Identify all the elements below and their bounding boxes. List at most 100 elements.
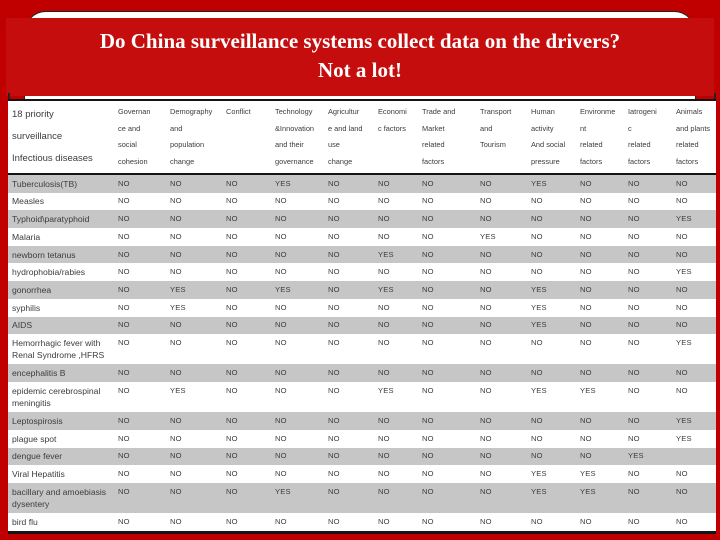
cell-value: NO [580,451,592,461]
driver-column-header: Economi c factors [378,99,422,175]
cell-value: NO [676,516,688,526]
cell-value: NO [226,469,238,479]
table-row: AIDS NO NO NO NO NO NO NO NO YES NO NO NO [8,316,716,335]
driver-column-header: Demography and population change [170,99,226,175]
cell-value: NO [328,178,340,188]
table-row: encephalitis B NO NO NO NO NO NO NO NO NO NO NO NO [8,364,716,383]
cell-value: NO [170,249,182,259]
cell-value: NO [676,385,688,395]
cell-value: NO [275,196,287,206]
cell-value: NO [422,516,434,526]
cell-value: YES [676,433,692,443]
cell-value: NO [480,249,492,259]
cell-value: NO [275,469,287,479]
cell-value: NO [676,486,688,496]
cell-value: NO [328,385,340,395]
cell-value: NO [580,433,592,443]
cell-value: NO [226,433,238,443]
cell-value: NO [676,178,688,188]
cell-value: NO [480,486,492,496]
cell-value: NO [170,231,182,241]
cell-value: YES [275,284,291,294]
driver-column-header: Technology &Innovation and their governa… [275,99,328,175]
cell-value: YES [580,469,596,479]
cell-value: NO [531,368,543,378]
cell-value: NO [118,416,130,426]
disease-name: dengue fever [12,451,63,462]
cell-value: NO [422,249,434,259]
cell-value: NO [628,469,640,479]
cell-value: NO [328,368,340,378]
cell-value: NO [118,231,130,241]
cell-value: YES [378,249,394,259]
cell-value: NO [480,302,492,312]
cell-value: NO [531,451,543,461]
cell-value: NO [226,196,238,206]
cell-value: NO [328,469,340,479]
cell-value: NO [275,368,287,378]
cell-value: NO [226,451,238,461]
disease-name: newborn tetanus [12,249,76,260]
driver-column-header: Conflict [226,99,275,175]
cell-value: YES [531,178,547,188]
cell-value: NO [531,196,543,206]
cell-value: NO [275,231,287,241]
cell-value: NO [275,320,287,330]
table-row: Hemorrhagic fever with Renal Syndrome ,H… [8,334,716,364]
driver-column-header: Environme nt related factors [580,99,628,175]
table-edge-tick-left [8,93,10,104]
cell-value: NO [118,433,130,443]
title-banner: Do China surveillance systems collect da… [6,18,714,96]
cell-value: NO [170,214,182,224]
cell-value: YES [275,486,291,496]
cell-value: NO [118,284,130,294]
cell-value: NO [480,469,492,479]
cell-value: NO [378,196,390,206]
cell-value: NO [226,214,238,224]
cell-value: NO [676,302,688,312]
cell-value: NO [378,368,390,378]
diseases-column-header: 18 priority surveillance Infectious dise… [8,99,118,175]
cell-value: YES [531,469,547,479]
cell-value: YES [378,284,394,294]
cell-value: NO [275,214,287,224]
disease-name: Viral Hepatitis [12,469,65,480]
table-row: Tuberculosis(TB) NO NO NO YES NO NO NO NO YES NO NO… [8,174,716,193]
cell-value: NO [480,368,492,378]
cell-value: NO [118,469,130,479]
cell-value: NO [328,337,340,347]
table-row: bacillary and amoebiasis dysentery NO NO NO… [8,483,716,514]
cell-value: NO [628,337,640,347]
cell-value: NO [422,231,434,241]
cell-value: YES [378,385,394,395]
table-header: 18 priority surveillance Infectious dise… [8,99,716,175]
cell-value: YES [170,284,186,294]
cell-value: NO [580,249,592,259]
cell-value: NO [275,433,287,443]
table-row: Viral Hepatitis NO NO NO NO NO NO NO NO YES YES NO N… [8,465,716,483]
cell-value: NO [378,433,390,443]
cell-value: NO [422,469,434,479]
table-row: bird flu NO NO NO NO NO NO NO NO NO NO NO NO [8,513,716,532]
driver-column-header: Animals and plants related factors [676,99,716,175]
cell-value: YES [170,302,186,312]
cell-value: NO [118,368,130,378]
cell-value: NO [531,267,543,277]
table-body: Tuberculosis(TB) NO NO NO YES NO NO NO NO YES NO NO… [8,174,716,532]
title-line-1: Do China surveillance systems collect da… [99,29,621,53]
cell-value: NO [328,231,340,241]
cell-value: NO [118,320,130,330]
cell-value: NO [170,433,182,443]
cell-value: NO [480,385,492,395]
disease-name: epidemic cerebrospinal meningitis [12,385,101,409]
cell-value: NO [378,516,390,526]
cell-value: NO [628,368,640,378]
table-row: Typhoid\paratyphoid NO NO NO NO NO NO NO NO NO NO N… [8,210,716,229]
disease-name: Typhoid\paratyphoid [12,214,90,225]
cell-value: NO [580,284,592,294]
cell-value: NO [422,368,434,378]
cell-value: NO [328,516,340,526]
cell-value: NO [580,267,592,277]
cell-value: NO [422,284,434,294]
cell-value: NO [480,284,492,294]
